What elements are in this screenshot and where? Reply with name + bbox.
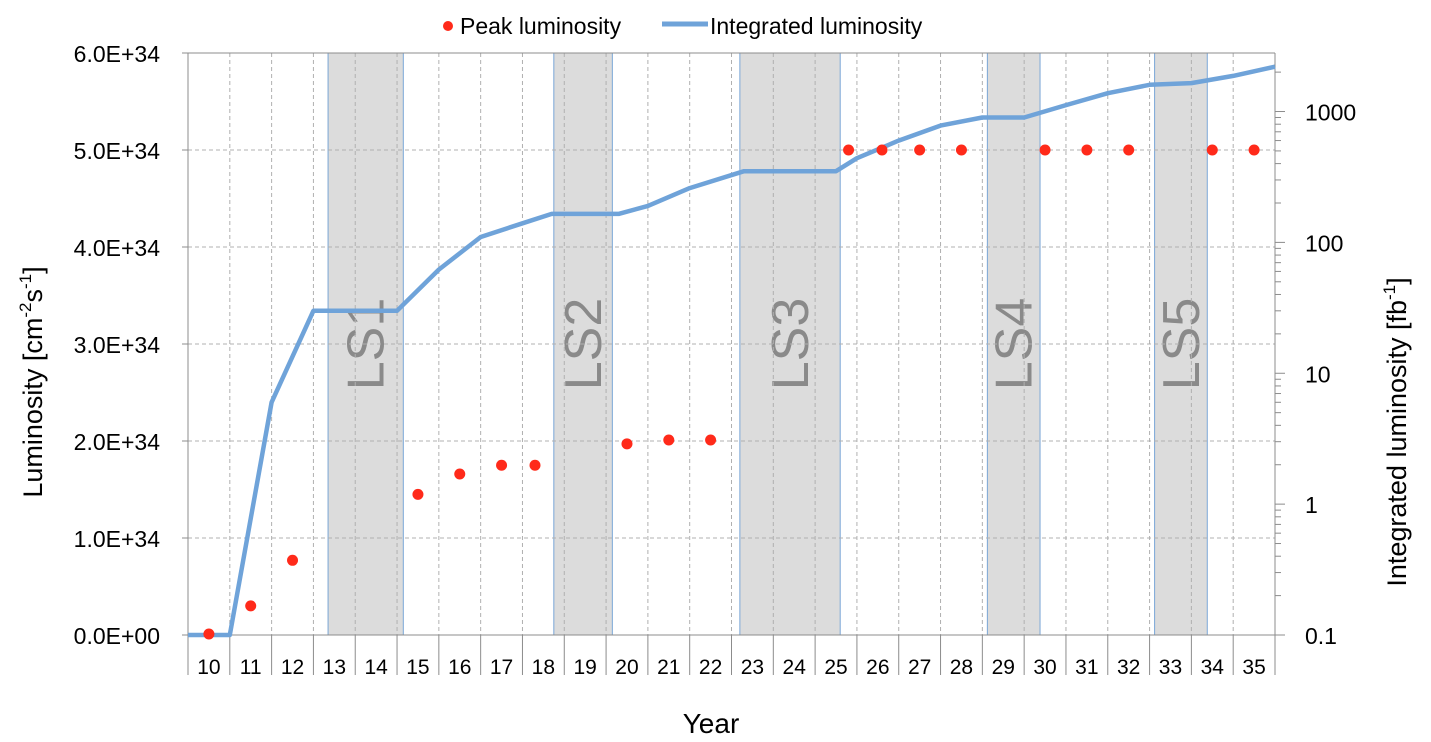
x-tick-label: 24 bbox=[783, 656, 807, 679]
y-left-tick-label: 2.0E+34 bbox=[74, 429, 161, 455]
x-tick-label: 22 bbox=[699, 656, 722, 679]
peak-luminosity-point bbox=[1081, 144, 1093, 156]
peak-luminosity-point bbox=[876, 144, 888, 156]
peak-luminosity-point bbox=[705, 434, 717, 446]
grid-lines bbox=[188, 52, 1275, 635]
y-left-title-end: ] bbox=[18, 266, 48, 274]
peak-luminosity-point bbox=[454, 468, 466, 480]
y-left-tick-label: 5.0E+34 bbox=[74, 138, 161, 164]
peak-luminosity-point bbox=[203, 628, 215, 640]
y-left-title-main: Luminosity [cm bbox=[18, 318, 48, 498]
y-axis-left-title: Luminosity [cm-2s-1] bbox=[16, 266, 48, 497]
y-right-tick-label: 1 bbox=[1305, 492, 1318, 518]
x-tick-label: 34 bbox=[1201, 656, 1225, 679]
x-tick-label: 30 bbox=[1033, 656, 1056, 679]
x-tick-label: 35 bbox=[1242, 656, 1265, 679]
peak-luminosity-point bbox=[955, 144, 967, 156]
y-left-tick-label: 4.0E+34 bbox=[74, 235, 161, 261]
peak-luminosity-series bbox=[203, 144, 1260, 640]
peak-luminosity-point bbox=[1206, 144, 1218, 156]
x-tick-label: 33 bbox=[1159, 656, 1182, 679]
y-left-title-sup1: -2 bbox=[16, 302, 35, 317]
x-tick-label: 20 bbox=[615, 656, 638, 679]
x-tick-label: 14 bbox=[364, 656, 388, 679]
x-tick-label: 12 bbox=[281, 656, 304, 679]
tick-labels: 0.0E+00 1.0E+34 2.0E+34 3.0E+34 4.0E+34 5.0E+… bbox=[74, 41, 1357, 679]
y-left-tick-label: 1.0E+34 bbox=[74, 526, 161, 552]
legend-integrated-label: Integrated luminosity bbox=[710, 13, 923, 39]
peak-luminosity-point bbox=[843, 144, 855, 156]
x-tick-label: 17 bbox=[490, 656, 513, 679]
y-right-tick-label: 1000 bbox=[1305, 100, 1356, 126]
x-tick-label: 18 bbox=[532, 656, 555, 679]
x-tick-label: 23 bbox=[741, 656, 764, 679]
axes bbox=[182, 52, 1285, 675]
y-right-title-main: Integrated luminosity [fb bbox=[1382, 300, 1412, 587]
y-right-tick-label: 10 bbox=[1305, 361, 1331, 387]
x-tick-label: 26 bbox=[866, 656, 889, 679]
legend-peak-label: Peak luminosity bbox=[460, 13, 622, 39]
integrated-luminosity-series bbox=[188, 64, 1276, 638]
legend-peak-marker bbox=[443, 21, 453, 31]
x-tick-label: 13 bbox=[323, 656, 346, 679]
y-left-tick-label: 3.0E+34 bbox=[74, 332, 161, 358]
x-tick-label: 21 bbox=[657, 656, 680, 679]
y-axis-right-title: Integrated luminosity [fb-1] bbox=[1380, 277, 1412, 586]
peak-luminosity-point bbox=[412, 488, 424, 500]
x-tick-label: 29 bbox=[992, 656, 1015, 679]
peak-luminosity-point bbox=[1248, 144, 1260, 156]
peak-luminosity-point bbox=[621, 438, 633, 450]
x-tick-label: 15 bbox=[406, 656, 429, 679]
peak-luminosity-point bbox=[1123, 144, 1135, 156]
legend: Peak luminosity Integrated luminosity bbox=[443, 13, 923, 39]
peak-luminosity-point bbox=[1039, 144, 1051, 156]
x-tick-label: 11 bbox=[240, 656, 262, 679]
y-right-title-sup: -1 bbox=[1380, 285, 1399, 300]
x-tick-label: 16 bbox=[448, 656, 471, 679]
x-tick-label: 28 bbox=[950, 656, 973, 679]
peak-luminosity-point bbox=[496, 459, 508, 471]
x-tick-label: 31 bbox=[1075, 656, 1098, 679]
x-tick-label: 10 bbox=[197, 656, 220, 679]
x-tick-label: 27 bbox=[908, 656, 931, 679]
y-right-title-end: ] bbox=[1382, 277, 1412, 285]
integrated-luminosity-line bbox=[188, 64, 1276, 638]
peak-luminosity-point bbox=[529, 459, 541, 471]
y-right-tick-label: 100 bbox=[1305, 230, 1343, 256]
y-left-title-sup2: -1 bbox=[16, 274, 35, 289]
y-left-tick-label: 6.0E+34 bbox=[74, 41, 161, 67]
peak-luminosity-point bbox=[287, 554, 299, 566]
x-tick-label: 32 bbox=[1117, 656, 1140, 679]
y-left-title-mid: s bbox=[18, 289, 48, 303]
y-left-tick-label: 0.0E+00 bbox=[74, 623, 160, 649]
x-axis-title: Year bbox=[683, 708, 740, 739]
peak-luminosity-point bbox=[245, 600, 257, 612]
peak-luminosity-point bbox=[914, 144, 926, 156]
peak-luminosity-point bbox=[663, 434, 675, 446]
x-tick-label: 19 bbox=[573, 656, 596, 679]
y-right-tick-label: 0.1 bbox=[1305, 623, 1337, 649]
x-tick-label: 25 bbox=[824, 656, 847, 679]
